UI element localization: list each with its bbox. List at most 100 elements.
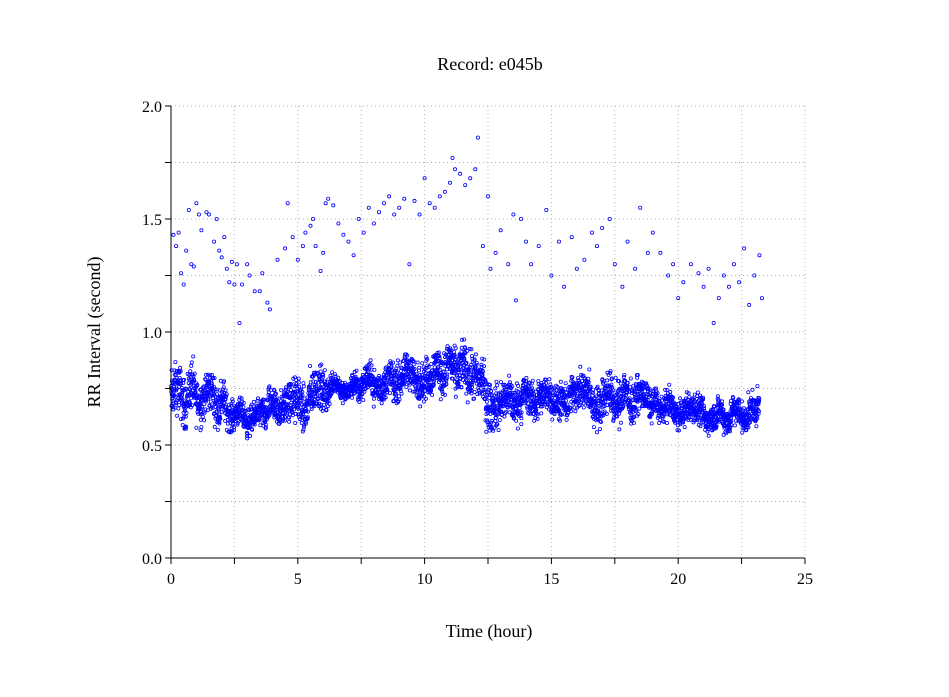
data-point xyxy=(308,387,313,392)
data-point xyxy=(189,360,194,365)
data-point xyxy=(701,397,706,402)
data-point xyxy=(756,411,761,416)
data-point xyxy=(468,362,473,367)
data-point-outlier xyxy=(620,284,625,289)
data-point xyxy=(219,409,224,414)
data-point xyxy=(663,387,668,392)
data-point xyxy=(467,346,472,351)
data-point xyxy=(586,380,591,385)
data-point xyxy=(176,406,181,411)
data-point xyxy=(671,395,676,400)
data-point xyxy=(438,397,443,402)
data-point xyxy=(420,361,425,366)
data-point-outlier xyxy=(759,296,764,301)
data-point xyxy=(444,382,449,387)
data-point xyxy=(568,394,573,399)
data-point-outlier xyxy=(199,228,204,233)
data-point-outlier xyxy=(447,180,452,185)
data-point xyxy=(310,397,315,402)
data-point-outlier xyxy=(285,201,290,206)
data-point xyxy=(603,386,608,391)
data-point xyxy=(495,422,500,427)
data-point-outlier xyxy=(219,255,224,260)
data-point xyxy=(459,384,464,389)
data-point xyxy=(408,363,413,368)
data-point xyxy=(316,396,321,401)
data-point xyxy=(456,384,461,389)
data-point-outlier xyxy=(397,205,402,210)
data-point xyxy=(257,417,262,422)
data-point xyxy=(611,417,616,422)
data-point xyxy=(267,413,272,418)
data-point xyxy=(686,417,691,422)
data-point xyxy=(327,401,332,406)
data-point xyxy=(569,409,574,414)
data-point xyxy=(602,411,607,416)
data-point xyxy=(340,401,345,406)
data-point-outlier xyxy=(612,262,617,267)
data-point xyxy=(395,358,400,363)
data-point xyxy=(530,378,535,383)
data-point xyxy=(204,397,209,402)
data-point xyxy=(698,424,703,429)
data-point xyxy=(330,370,335,375)
data-point xyxy=(755,416,760,421)
data-point xyxy=(526,384,531,389)
data-point xyxy=(739,399,744,404)
data-point xyxy=(201,384,206,389)
data-point xyxy=(625,380,630,385)
data-point xyxy=(495,383,500,388)
data-point xyxy=(193,389,198,394)
data-point-outlier xyxy=(313,244,318,249)
data-point-outlier xyxy=(493,250,498,255)
data-point xyxy=(590,400,595,405)
data-point-outlier xyxy=(323,201,328,206)
data-point xyxy=(322,368,327,373)
data-point-outlier xyxy=(174,244,179,249)
data-point xyxy=(212,424,217,429)
data-point xyxy=(322,402,327,407)
data-point xyxy=(682,425,687,430)
data-point xyxy=(371,396,376,401)
data-point xyxy=(746,390,751,395)
data-point xyxy=(301,424,306,429)
data-point-outlier xyxy=(239,282,244,287)
data-point xyxy=(287,391,292,396)
data-point xyxy=(241,405,246,410)
data-point xyxy=(278,419,283,424)
data-point-outlier xyxy=(562,284,567,289)
data-point-outlier xyxy=(688,262,693,267)
data-point xyxy=(654,395,659,400)
data-point xyxy=(453,394,458,399)
data-point-outlier xyxy=(234,262,239,267)
data-point xyxy=(516,383,521,388)
data-point xyxy=(321,374,326,379)
data-point-outlier xyxy=(544,207,549,212)
data-point xyxy=(608,370,613,375)
data-point xyxy=(204,372,209,377)
data-point xyxy=(462,357,467,362)
data-point xyxy=(525,406,530,411)
data-point xyxy=(736,397,741,402)
data-point-outlier xyxy=(485,194,490,199)
data-point-outlier xyxy=(427,201,432,206)
data-point xyxy=(308,363,313,368)
data-point xyxy=(215,392,220,397)
data-point-outlier xyxy=(650,230,655,235)
data-point-outlier xyxy=(412,198,417,203)
data-point xyxy=(206,372,211,377)
data-point xyxy=(249,402,254,407)
data-point xyxy=(415,388,420,393)
data-point-outlier xyxy=(475,135,480,140)
data-point xyxy=(714,426,719,431)
data-point xyxy=(646,392,651,397)
data-point xyxy=(396,394,401,399)
data-point xyxy=(203,399,208,404)
data-point xyxy=(484,429,489,434)
data-point xyxy=(706,433,711,438)
data-point xyxy=(519,416,524,421)
data-point xyxy=(275,396,280,401)
data-point xyxy=(273,391,278,396)
data-point xyxy=(414,371,419,376)
data-point-outlier xyxy=(229,259,234,264)
